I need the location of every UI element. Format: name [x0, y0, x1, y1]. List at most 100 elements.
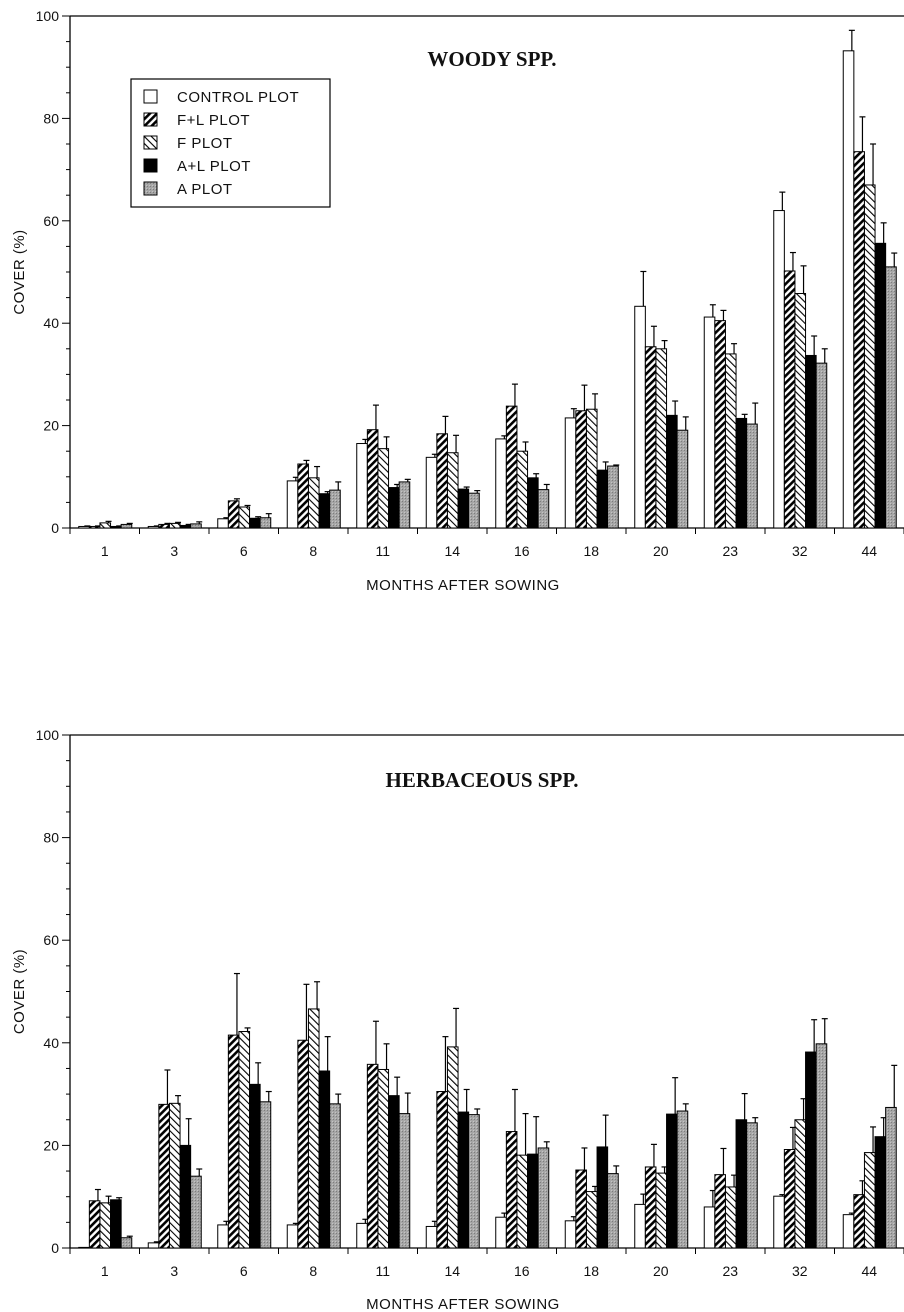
x-tick-label: 14 [444, 543, 460, 559]
bar-a-plot-m32 [815, 1043, 828, 1249]
bar-a-l-plot-m18 [596, 1146, 609, 1249]
legend-label-a-plot: A PLOT [177, 181, 233, 198]
bar-f-plot-m8 [307, 477, 320, 529]
bar-a-l-plot-m3 [179, 1144, 192, 1249]
bar-f-plot-m11 [377, 1068, 390, 1249]
bar-f-plot-m6 [238, 1031, 251, 1249]
bar-f-l-plot-m20 [644, 346, 657, 529]
x-tick-label: 1 [101, 1263, 109, 1279]
x-tick-label: 11 [375, 543, 390, 559]
bar-control-plot-m18 [564, 417, 577, 529]
bar-a-l-plot-m20 [666, 414, 678, 529]
bar-f-l-plot-m32 [783, 1149, 796, 1249]
bar-control-plot-m16 [495, 438, 507, 529]
bar-f-l-plot-m3 [158, 523, 170, 529]
bar-a-l-plot-m20 [666, 1113, 678, 1249]
bar-f-plot-m11 [377, 448, 390, 529]
bar-a-l-plot-m14 [457, 1111, 470, 1249]
y-tick-label: 80 [43, 110, 59, 126]
legend-label-control-plot: CONTROL PLOT [177, 89, 299, 106]
bar-f-l-plot-m44 [853, 151, 865, 529]
bar-a-plot-m18 [607, 1173, 619, 1249]
bar-a-l-plot-m32 [805, 354, 817, 529]
bar-control-plot-m8 [286, 1224, 299, 1249]
x-tick-label: 6 [240, 1263, 248, 1279]
y-tick-label: 60 [43, 932, 59, 948]
x-tick-label: 1 [101, 543, 109, 559]
bar-a-plot-m3 [190, 523, 202, 529]
bar-f-l-plot-m11 [366, 429, 379, 529]
bar-f-plot-m32 [794, 293, 807, 529]
bar-a-l-plot-m3 [179, 524, 192, 529]
y-tick-label: 0 [51, 1240, 59, 1256]
bar-a-l-plot-m16 [527, 477, 539, 529]
y-axis-label: COVER (%) [11, 949, 28, 1034]
bar-a-plot-m14 [468, 492, 480, 529]
bar-control-plot-m1 [78, 525, 90, 529]
x-tick-label: 3 [170, 543, 178, 559]
bar-a-plot-m32 [815, 362, 828, 529]
x-axis-label: MONTHS AFTER SOWING [366, 577, 560, 594]
x-tick-label: 8 [309, 543, 317, 559]
legend-box [130, 78, 331, 208]
bar-f-plot-m1 [99, 1202, 112, 1249]
bar-f-l-plot-m1 [88, 1200, 101, 1249]
bar-control-plot-m20 [634, 1203, 646, 1249]
bar-f-l-plot-m16 [505, 405, 518, 529]
bar-a-plot-m1 [120, 1237, 133, 1249]
bar-f-l-plot-m32 [783, 270, 796, 529]
x-tick-label: 32 [792, 543, 808, 559]
y-tick-label: 100 [36, 8, 60, 24]
bar-control-plot-m23 [703, 1206, 716, 1249]
chart-title: HERBACEOUS SPP. [386, 768, 579, 792]
bar-f-plot-m3 [168, 522, 181, 529]
bar-f-l-plot-m23 [714, 320, 726, 529]
bar-f-plot-m16 [516, 1154, 529, 1249]
bar-a-plot-m23 [746, 1122, 758, 1249]
bar-f-plot-m32 [794, 1119, 807, 1249]
bar-a-plot-m14 [468, 1114, 480, 1249]
bar-control-plot-m3 [147, 1242, 160, 1249]
x-tick-label: 11 [375, 1263, 390, 1279]
bar-a-plot-m44 [885, 266, 897, 529]
x-tick-label: 8 [309, 1263, 317, 1279]
bar-control-plot-m44 [842, 50, 855, 529]
bar-f-plot-m8 [307, 1008, 320, 1249]
bar-a-plot-m16 [537, 1147, 550, 1249]
bar-a-l-plot-m6 [249, 517, 261, 529]
legend-label-f-plot: F PLOT [177, 135, 233, 152]
y-tick-label: 60 [43, 213, 59, 229]
bar-f-plot-m18 [585, 408, 598, 529]
legend-swatch-control-plot [143, 89, 158, 104]
woody-chart: 0 20 40 60 80 100 1 3 6 8 11 14 16 18 20 23 32 44 WOODY SP… [11, 8, 904, 594]
bar-a-l-plot-m23 [735, 1119, 748, 1249]
x-tick-label: 18 [583, 1263, 599, 1279]
legend-label-a-l-plot: A+L PLOT [177, 158, 251, 175]
x-axis-label: MONTHS AFTER SOWING [366, 1296, 560, 1312]
x-tick-label: 20 [653, 1263, 669, 1279]
bar-f-l-plot-m20 [644, 1166, 657, 1249]
bar-f-l-plot-m44 [853, 1194, 865, 1249]
bar-f-l-plot-m6 [227, 1034, 240, 1249]
y-axis-label: COVER (%) [11, 229, 28, 314]
bar-control-plot-m14 [425, 456, 438, 529]
legend-swatch-f-l-plot [143, 112, 158, 127]
x-tick-label: 23 [722, 1263, 738, 1279]
bar-f-plot-m16 [516, 450, 529, 529]
bar-a-plot-m18 [607, 465, 619, 529]
x-tick-label: 44 [861, 543, 877, 559]
bar-a-plot-m11 [398, 1113, 411, 1249]
x-tick-label: 16 [514, 1263, 530, 1279]
y-tick-label: 20 [43, 1137, 59, 1153]
bar-f-plot-m44 [863, 1152, 876, 1249]
bar-f-plot-m6 [238, 506, 251, 529]
bar-f-l-plot-m16 [505, 1131, 518, 1249]
bar-control-plot-m20 [634, 305, 646, 529]
bar-f-plot-m20 [655, 348, 668, 529]
bar-f-l-plot-m1 [88, 525, 101, 529]
y-tick-label: 20 [43, 418, 59, 434]
bar-a-plot-m1 [120, 523, 133, 529]
x-tick-label: 3 [170, 1263, 178, 1279]
bar-a-l-plot-m44 [874, 1136, 887, 1249]
